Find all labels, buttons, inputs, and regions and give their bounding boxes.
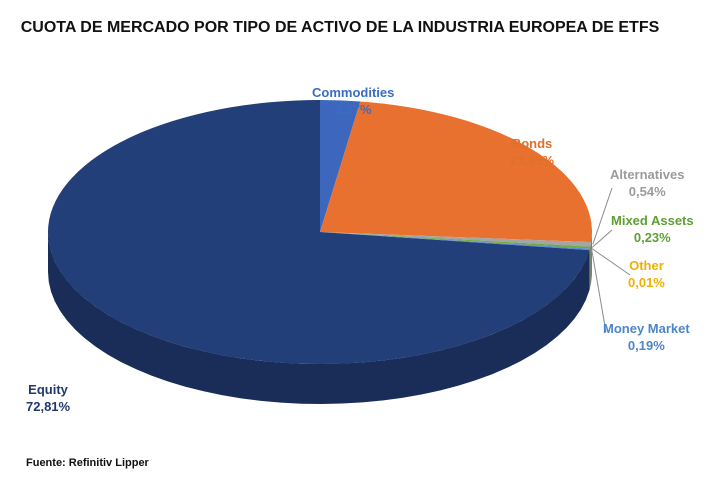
- slice-bonds: [320, 101, 592, 243]
- leader-other: [591, 248, 631, 276]
- label-bonds-name: Bonds: [511, 136, 553, 151]
- label-commodities: Commodities 2,37%: [312, 84, 394, 118]
- label-equity-value: 72,81%: [26, 399, 71, 414]
- leader-mixed-assets: [591, 229, 613, 248]
- slice-other: [320, 232, 590, 249]
- label-mixed-assets: Mixed Assets 0,23%: [611, 212, 694, 246]
- label-commodities-name: Commodities: [312, 85, 395, 100]
- label-equity-name: Equity: [28, 382, 68, 397]
- label-money-market: Money Market 0,19%: [603, 320, 690, 354]
- label-alternatives-name: Alternatives: [610, 167, 685, 182]
- slice-alternatives: [320, 232, 592, 247]
- label-bonds-value: 23,85%: [510, 153, 555, 168]
- label-alternatives-value: 0,54%: [628, 184, 666, 199]
- leader-money-market: [591, 249, 607, 333]
- label-other: Other 0,01%: [628, 257, 665, 291]
- label-other-value: 0,01%: [628, 275, 665, 290]
- label-bonds: Bonds 23,85%: [510, 135, 554, 169]
- slice-equity: [48, 100, 590, 365]
- side-bonds: [591, 232, 592, 283]
- side-equity: [48, 232, 590, 404]
- side-alternatives: [590, 242, 592, 287]
- label-mixed-assets-value: 0,23%: [633, 230, 671, 245]
- source-note: Fuente: Refinitiv Lipper: [26, 457, 149, 469]
- label-mixed-assets-name: Mixed Assets: [611, 213, 694, 228]
- chart-title: CUOTA DE MERCADO POR TIPO DE ACTIVO DE L…: [20, 19, 660, 36]
- leader-alternatives: [592, 187, 613, 245]
- label-alternatives: Alternatives 0,54%: [610, 166, 684, 200]
- slice-money-market: [320, 232, 590, 251]
- label-other-name: Other: [629, 258, 664, 273]
- label-equity: Equity 72,81%: [26, 381, 70, 415]
- label-commodities-value: 2,37%: [334, 102, 372, 117]
- label-money-market-value: 0,19%: [627, 338, 665, 353]
- slice-mixed-assets: [320, 232, 591, 249]
- label-money-market-name: Money Market: [603, 321, 690, 336]
- slice-commodities: [320, 100, 361, 232]
